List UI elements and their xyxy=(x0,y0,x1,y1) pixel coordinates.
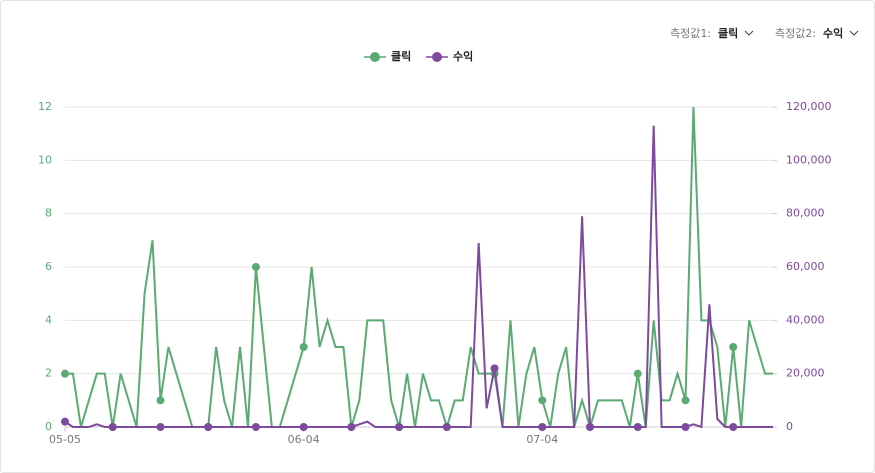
legend-marker xyxy=(432,52,442,62)
y2-tick-label: 80,000 xyxy=(786,207,825,220)
y-tick-label: 6 xyxy=(45,260,52,273)
point xyxy=(442,423,451,431)
point xyxy=(586,423,595,431)
y-tick-label: 8 xyxy=(45,207,52,220)
point xyxy=(251,423,260,431)
measure1-value: 클릭 xyxy=(718,27,738,40)
measure2-value: 수익 xyxy=(823,27,843,40)
point xyxy=(633,423,642,431)
y2-tick-label: 20,000 xyxy=(786,367,825,380)
legend-label: 수익 xyxy=(453,50,473,63)
y2-tick-label: 120,000 xyxy=(786,100,832,113)
y-tick-label: 10 xyxy=(38,153,52,166)
point xyxy=(156,396,165,405)
measure2-select[interactable]: 측정값2: 수익 xyxy=(775,27,859,40)
point xyxy=(729,423,738,431)
measure1-select[interactable]: 측정값1: 클릭 xyxy=(670,27,754,40)
y-tick-label: 2 xyxy=(45,367,52,380)
point xyxy=(108,423,117,431)
legend-marker xyxy=(370,52,380,62)
series-line xyxy=(65,106,773,431)
measure2-label: 측정값2: xyxy=(775,27,816,40)
point xyxy=(490,364,499,373)
y2-tick-label: 100,000 xyxy=(786,153,832,166)
chevron xyxy=(744,30,754,36)
y-tick-label: 12 xyxy=(38,100,52,113)
point xyxy=(729,343,738,351)
y2-tick-label: 40,000 xyxy=(786,313,825,326)
series-line xyxy=(64,125,773,429)
point xyxy=(299,423,308,431)
y2-tick-label: 60,000 xyxy=(786,260,825,273)
y2-tick-label: 0 xyxy=(786,420,793,433)
y-tick-label: 0 xyxy=(45,420,52,433)
x-tick-label: 05-05 xyxy=(49,433,81,446)
point xyxy=(61,369,69,378)
point xyxy=(538,396,547,405)
point xyxy=(204,423,213,431)
x-tick-label: 07-04 xyxy=(526,433,558,446)
legend-label: 클릭 xyxy=(391,50,411,63)
x-tick-label: 06-04 xyxy=(288,433,320,446)
point xyxy=(156,423,165,431)
point xyxy=(538,423,547,431)
point xyxy=(681,423,690,431)
point xyxy=(299,343,308,351)
point xyxy=(681,396,690,405)
chevron xyxy=(849,30,859,36)
point xyxy=(395,423,404,431)
point xyxy=(633,369,642,378)
point xyxy=(251,263,260,271)
measure1-label: 측정값1: xyxy=(670,27,711,40)
point xyxy=(61,417,69,426)
point xyxy=(347,423,356,431)
y-tick-label: 4 xyxy=(45,313,52,326)
